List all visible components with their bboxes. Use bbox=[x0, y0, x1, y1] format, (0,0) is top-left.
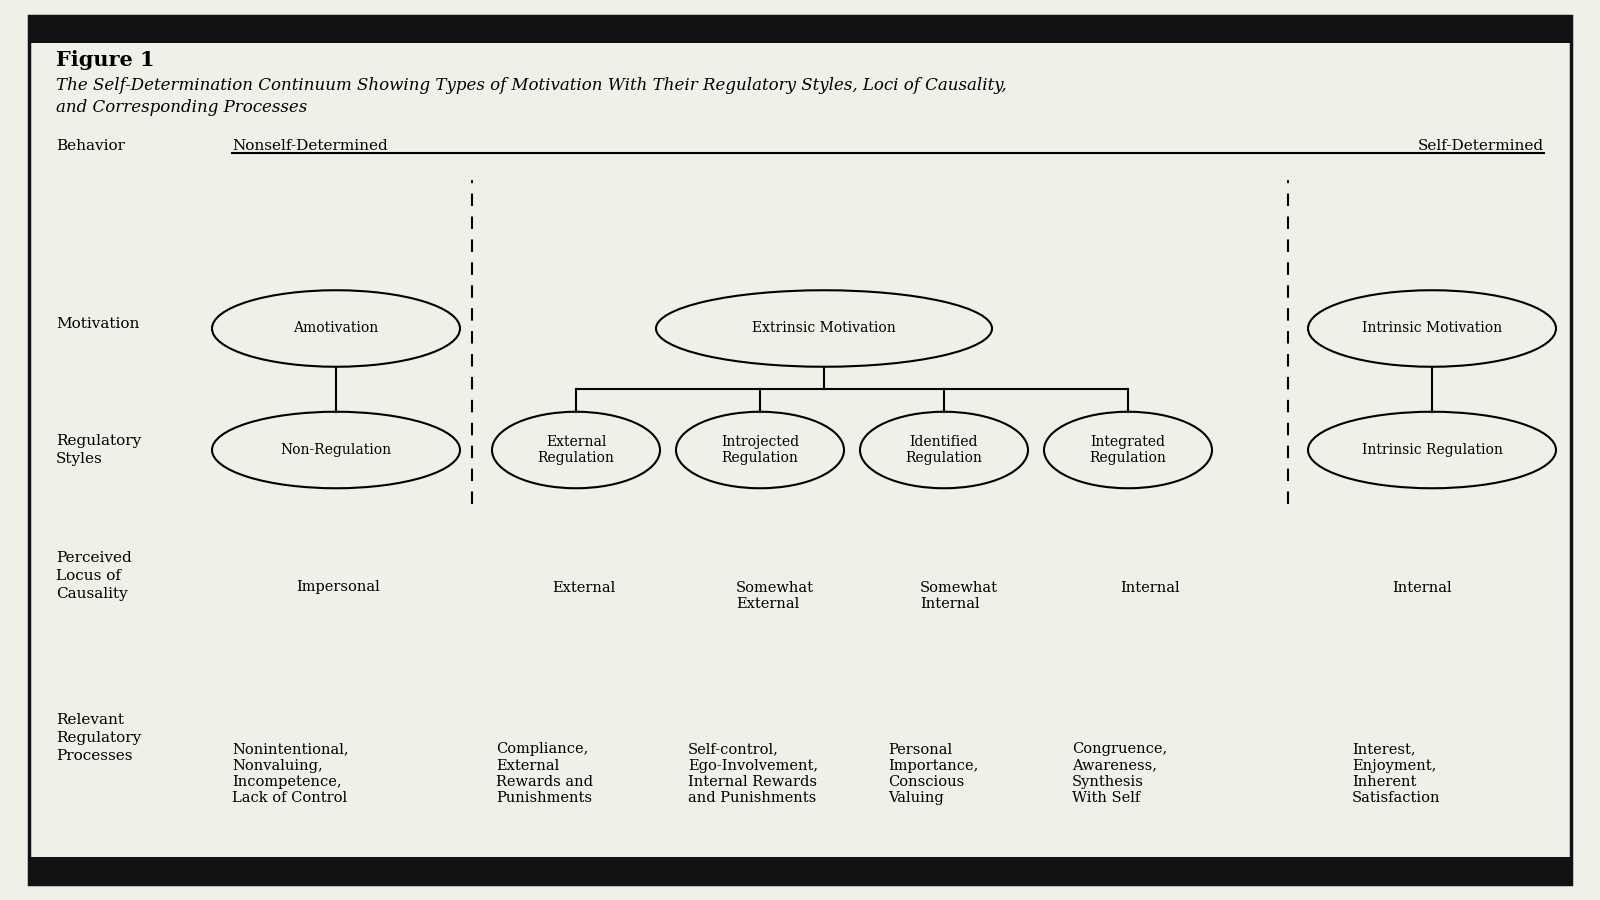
Text: Integrated
Regulation: Integrated Regulation bbox=[1090, 435, 1166, 465]
Text: Interest,
Enjoyment,
Inherent
Satisfaction: Interest, Enjoyment, Inherent Satisfacti… bbox=[1352, 742, 1440, 806]
Text: Regulatory
Styles: Regulatory Styles bbox=[56, 434, 141, 466]
Ellipse shape bbox=[675, 412, 845, 488]
Text: Compliance,
External
Rewards and
Punishments: Compliance, External Rewards and Punishm… bbox=[496, 742, 594, 806]
Text: Intrinsic Motivation: Intrinsic Motivation bbox=[1362, 321, 1502, 336]
Ellipse shape bbox=[1309, 412, 1555, 488]
Text: Amotivation: Amotivation bbox=[293, 321, 379, 336]
Bar bbox=[29, 857, 1571, 884]
Text: Congruence,
Awareness,
Synthesis
With Self: Congruence, Awareness, Synthesis With Se… bbox=[1072, 742, 1168, 806]
Text: External: External bbox=[552, 580, 616, 595]
Text: Introjected
Regulation: Introjected Regulation bbox=[722, 435, 798, 465]
Ellipse shape bbox=[861, 412, 1027, 488]
Text: Figure 1: Figure 1 bbox=[56, 50, 155, 69]
Text: Identified
Regulation: Identified Regulation bbox=[906, 435, 982, 465]
Ellipse shape bbox=[1309, 290, 1555, 367]
Text: Somewhat
External: Somewhat External bbox=[736, 580, 814, 611]
Text: Nonintentional,
Nonvaluing,
Incompetence,
Lack of Control: Nonintentional, Nonvaluing, Incompetence… bbox=[232, 742, 349, 806]
Text: Perceived
Locus of
Causality: Perceived Locus of Causality bbox=[56, 551, 131, 601]
Text: Nonself-Determined: Nonself-Determined bbox=[232, 140, 387, 154]
Text: Behavior: Behavior bbox=[56, 140, 125, 154]
Text: Self-Determined: Self-Determined bbox=[1418, 140, 1544, 154]
Ellipse shape bbox=[211, 290, 461, 367]
Text: Extrinsic Motivation: Extrinsic Motivation bbox=[752, 321, 896, 336]
Text: Internal: Internal bbox=[1120, 580, 1179, 595]
Text: External
Regulation: External Regulation bbox=[538, 435, 614, 465]
Text: Non-Regulation: Non-Regulation bbox=[280, 443, 392, 457]
Text: Personal
Importance,
Conscious
Valuing: Personal Importance, Conscious Valuing bbox=[888, 742, 978, 806]
Ellipse shape bbox=[211, 412, 461, 488]
Text: Impersonal: Impersonal bbox=[296, 580, 379, 595]
Text: Intrinsic Regulation: Intrinsic Regulation bbox=[1362, 443, 1502, 457]
Ellipse shape bbox=[656, 290, 992, 367]
Text: Internal: Internal bbox=[1392, 580, 1451, 595]
Text: Motivation: Motivation bbox=[56, 317, 139, 331]
Text: Relevant
Regulatory
Processes: Relevant Regulatory Processes bbox=[56, 713, 141, 763]
Text: Self-control,
Ego-Involvement,
Internal Rewards
and Punishments: Self-control, Ego-Involvement, Internal … bbox=[688, 742, 818, 806]
Ellipse shape bbox=[1043, 412, 1213, 488]
Text: The Self-Determination Continuum Showing Types of Motivation With Their Regulato: The Self-Determination Continuum Showing… bbox=[56, 76, 1006, 116]
Text: Somewhat
Internal: Somewhat Internal bbox=[920, 580, 998, 611]
Ellipse shape bbox=[493, 412, 661, 488]
Bar bbox=[29, 16, 1571, 43]
